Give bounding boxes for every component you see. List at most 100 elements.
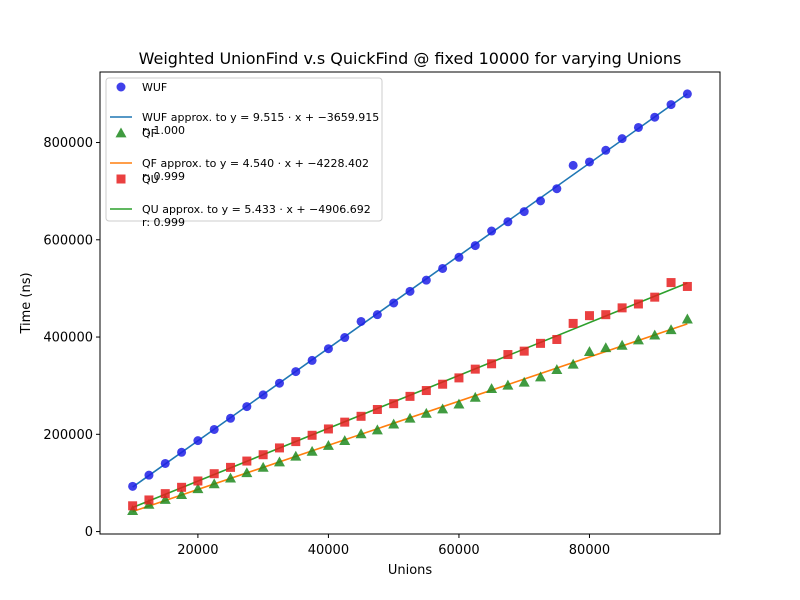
point-qu <box>307 430 317 440</box>
y-tick-label: 0 <box>85 525 93 540</box>
point-wuf <box>487 226 497 236</box>
point-qf <box>665 324 677 335</box>
point-qu <box>177 482 187 492</box>
point-wuf <box>421 275 431 285</box>
x-tick-label: 80000 <box>569 543 610 558</box>
point-qf <box>322 439 334 450</box>
legend-fit-equation: WUF approx. to y = 9.515 · x + −3659.915 <box>142 111 379 124</box>
legend-fit-equation: QF approx. to y = 4.540 · x + −4228.402 <box>142 157 369 170</box>
point-qf <box>159 493 171 504</box>
point-qu <box>438 379 448 389</box>
point-qf <box>502 379 514 390</box>
point-wuf <box>242 402 252 412</box>
point-wuf <box>519 207 529 217</box>
point-qu <box>633 299 643 309</box>
point-qu <box>356 411 366 421</box>
legend-marker-wuf <box>116 82 126 92</box>
point-qu <box>405 391 415 401</box>
legend-marker-qf <box>115 127 127 138</box>
x-axis-ticks: 20000 40000 60000 80000 <box>177 534 610 558</box>
x-tick-label: 20000 <box>177 543 218 558</box>
point-wuf <box>666 100 676 110</box>
point-wuf <box>323 344 333 354</box>
x-tick-label: 40000 <box>308 543 349 558</box>
point-wuf <box>682 89 692 99</box>
point-qf <box>649 329 661 340</box>
point-wuf <box>258 390 268 400</box>
point-wuf <box>291 367 301 377</box>
point-wuf <box>340 333 350 343</box>
point-qu <box>242 456 252 466</box>
point-qu <box>128 501 138 511</box>
point-qu <box>552 334 562 344</box>
point-qf <box>355 428 367 439</box>
point-qu <box>650 292 660 302</box>
legend-fit-r: r: 0.999 <box>142 170 185 183</box>
point-qf <box>486 383 498 393</box>
point-qf <box>273 456 285 467</box>
y-axis-ticks: 0 200000 400000 600000 800000 <box>43 136 100 540</box>
point-qu <box>144 495 154 505</box>
point-wuf <box>633 122 643 132</box>
y-tick-label: 400000 <box>43 331 93 346</box>
point-qf <box>339 435 351 446</box>
point-qu <box>617 303 627 313</box>
point-qf <box>388 418 400 429</box>
plot-frame <box>99 71 721 535</box>
legend-box <box>105 77 383 222</box>
point-wuf <box>209 424 219 434</box>
point-wuf <box>160 458 170 468</box>
legend-label-wuf: WUF <box>142 81 167 94</box>
point-wuf <box>438 263 448 273</box>
point-qu <box>389 399 399 409</box>
point-wuf <box>226 413 236 423</box>
x-axis-label: Unions <box>388 563 433 578</box>
point-qf <box>176 489 188 500</box>
point-wuf <box>177 447 187 457</box>
point-wuf <box>617 134 627 144</box>
point-qf <box>535 371 547 382</box>
x-tick-label: 60000 <box>438 543 479 558</box>
point-qf <box>371 424 383 435</box>
point-wuf <box>144 470 154 480</box>
point-qu <box>503 350 513 360</box>
point-qf <box>453 398 465 409</box>
y-tick-label: 600000 <box>43 233 93 248</box>
point-qu <box>291 437 301 447</box>
point-qu <box>601 310 611 320</box>
legend-label-qf: QF <box>142 127 157 140</box>
point-wuf <box>601 145 611 155</box>
point-qf <box>420 407 432 418</box>
point-qf <box>583 346 595 357</box>
point-wuf <box>389 298 399 308</box>
point-wuf <box>307 355 317 365</box>
y-tick-label: 200000 <box>43 428 93 443</box>
point-wuf <box>274 378 284 388</box>
point-qu <box>666 278 676 288</box>
point-qf <box>681 313 693 324</box>
point-qu <box>209 469 219 479</box>
point-qu <box>323 424 333 434</box>
point-qf <box>192 483 204 494</box>
point-wuf <box>356 316 366 326</box>
point-qu <box>568 318 578 328</box>
y-tick-label: 800000 <box>43 136 93 151</box>
point-wuf <box>470 241 480 251</box>
point-qu <box>470 364 480 374</box>
point-qu <box>584 311 594 321</box>
point-qf <box>437 403 449 414</box>
point-qf <box>518 376 530 387</box>
y-axis-label: Time (ns) <box>19 272 34 334</box>
point-qf <box>306 445 318 456</box>
point-qf <box>208 478 220 489</box>
point-qu <box>421 386 431 396</box>
point-wuf <box>650 112 660 122</box>
point-qf <box>469 391 481 402</box>
point-qf <box>567 358 579 369</box>
point-qu <box>274 443 284 453</box>
point-qf <box>616 339 628 350</box>
point-qu <box>258 450 268 460</box>
chart-title: Weighted UnionFind v.s QuickFind @ fixed… <box>139 49 682 68</box>
point-wuf <box>454 252 464 262</box>
